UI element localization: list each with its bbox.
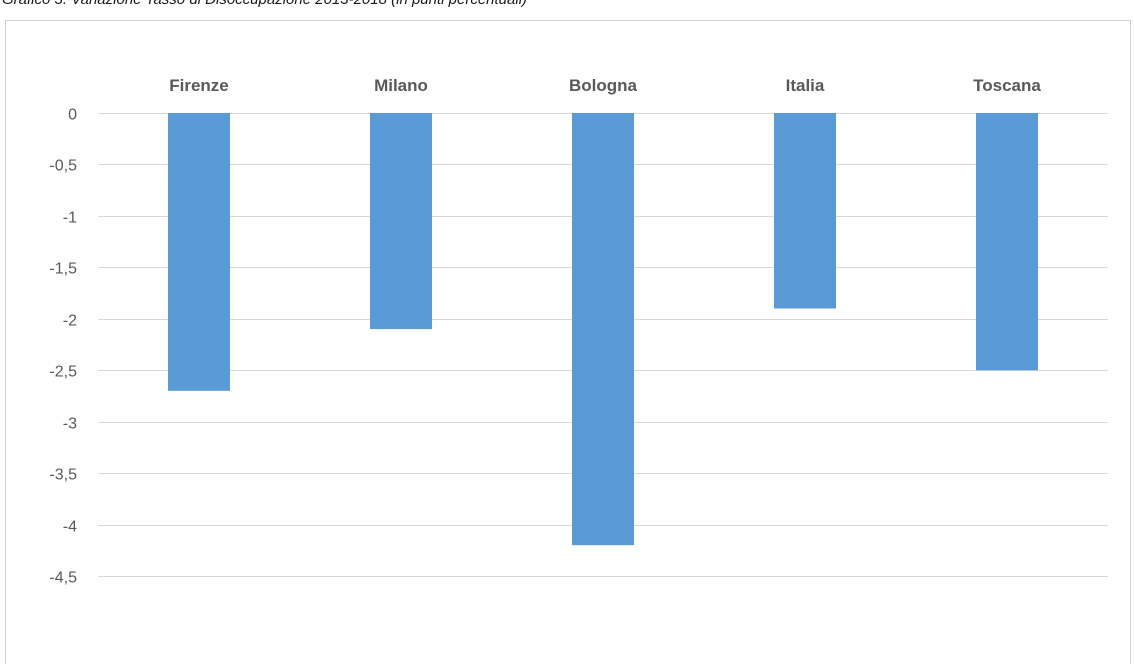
category-label: Bologna — [569, 76, 638, 95]
y-tick-label: -2 — [63, 313, 77, 330]
y-tick-label: -3,5 — [49, 467, 77, 484]
bar-firenze — [168, 113, 230, 391]
bars — [168, 113, 1038, 546]
y-tick-label: -1 — [63, 210, 77, 227]
bar-toscana — [976, 113, 1038, 371]
category-label: Milano — [374, 76, 428, 95]
y-tick-label: -2,5 — [49, 364, 77, 381]
y-axis-tick-labels: 0 -0,5 -1 -1,5 -2 -2,5 -3 -3,5 -4 -4,5 — [49, 107, 77, 587]
bar-milano — [370, 113, 432, 330]
category-label: Toscana — [973, 76, 1041, 95]
y-tick-label: -4,5 — [49, 570, 77, 587]
y-tick-label: -0,5 — [49, 158, 77, 175]
y-tick-label: 0 — [68, 107, 77, 124]
bar-bologna — [572, 113, 634, 546]
chart-caption: Grafico 3. Variazione Tasso di Disoccupa… — [2, 0, 527, 8]
category-labels: Firenze Milano Bologna Italia Toscana — [169, 76, 1041, 95]
y-tick-label: -4 — [63, 519, 77, 536]
category-label: Italia — [786, 76, 825, 95]
category-label: Firenze — [169, 76, 229, 95]
bar-italia — [774, 113, 836, 309]
y-tick-label: -1,5 — [49, 261, 77, 278]
y-tick-label: -3 — [63, 416, 77, 433]
chart-frame — [5, 20, 1131, 664]
